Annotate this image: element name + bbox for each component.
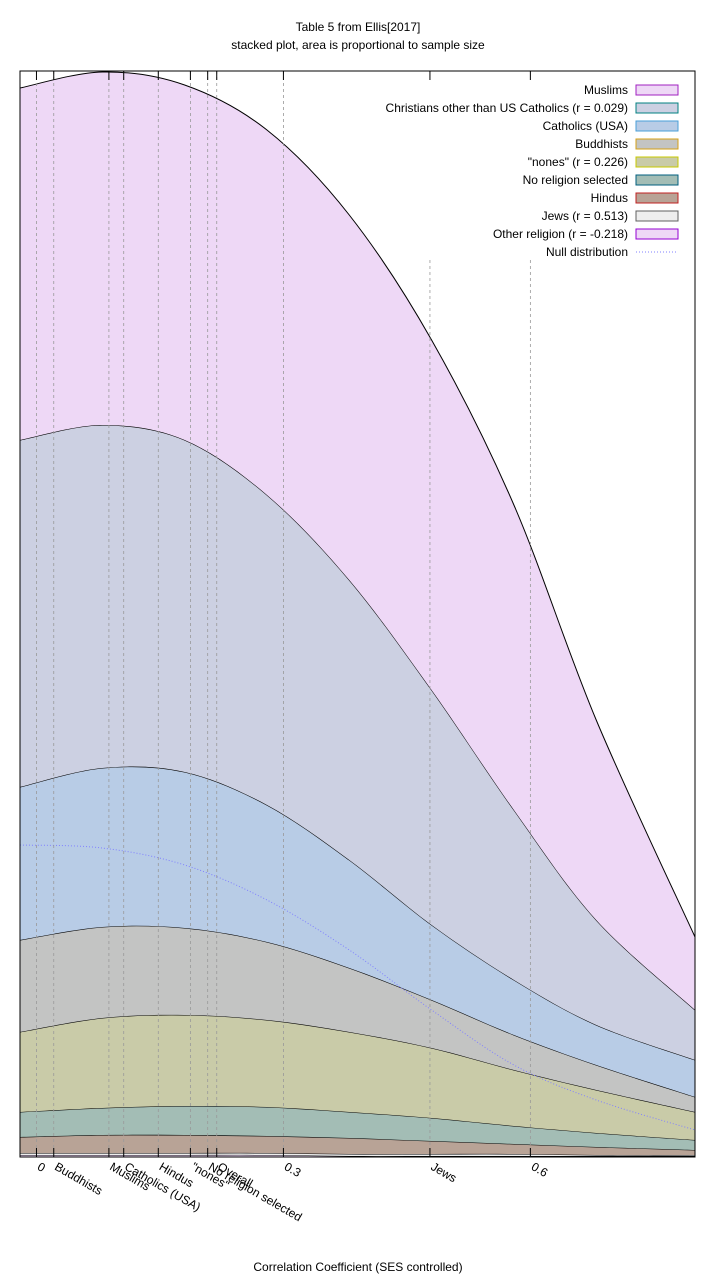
area-fill <box>20 925 695 1112</box>
area-fill <box>20 71 695 1010</box>
legend-label: Catholics (USA) <box>543 119 628 133</box>
legend-swatch <box>635 84 679 96</box>
legend-swatch <box>635 120 679 132</box>
legend: Muslims Christians other than US Catholic… <box>386 83 679 259</box>
plot-frame <box>19 70 696 1158</box>
legend-swatch <box>635 102 679 114</box>
area-fill <box>20 1134 695 1156</box>
x-tick-label: Jews <box>428 1159 459 1185</box>
legend-label: Christians other than US Catholics (r = … <box>386 101 628 115</box>
legend-swatch <box>635 228 679 240</box>
plot-area <box>19 71 696 1157</box>
legend-label: Jews (r = 0.513) <box>542 209 628 223</box>
legend-label: Null distribution <box>546 245 628 259</box>
x-tick-label: Buddhists <box>52 1159 105 1197</box>
legend-label: Buddhists <box>575 137 628 151</box>
x-tick-label: 0 <box>35 1159 48 1175</box>
chart-subtitle: stacked plot, area is proportional to sa… <box>231 38 485 52</box>
legend-label: "nones" (r = 0.226) <box>528 155 628 169</box>
legend-swatch <box>635 210 679 222</box>
area-fill <box>20 766 695 1097</box>
area-edge <box>19 1105 696 1141</box>
chart-title: Table 5 from Ellis[2017] <box>296 20 421 34</box>
legend-label: Hindus <box>591 191 628 205</box>
null-distribution <box>19 844 696 1131</box>
area-edge <box>19 71 696 938</box>
legend-swatch <box>635 192 679 204</box>
legend-label: Muslims <box>584 83 628 97</box>
legend-swatch <box>635 138 679 150</box>
legend-swatch <box>635 156 679 168</box>
area-fill <box>20 425 695 1060</box>
legend-label: No religion selected <box>523 173 628 187</box>
area-fill <box>20 1105 695 1150</box>
x-tick-label: 0.3 <box>282 1159 304 1180</box>
x-axis-label: Correlation Coefficient (SES controlled) <box>253 1260 462 1274</box>
legend-label: Other religion (r = -0.218) <box>493 227 628 241</box>
area-fill <box>20 1014 695 1140</box>
legend-swatch <box>635 174 679 186</box>
x-tick-label: 0.6 <box>529 1159 551 1180</box>
